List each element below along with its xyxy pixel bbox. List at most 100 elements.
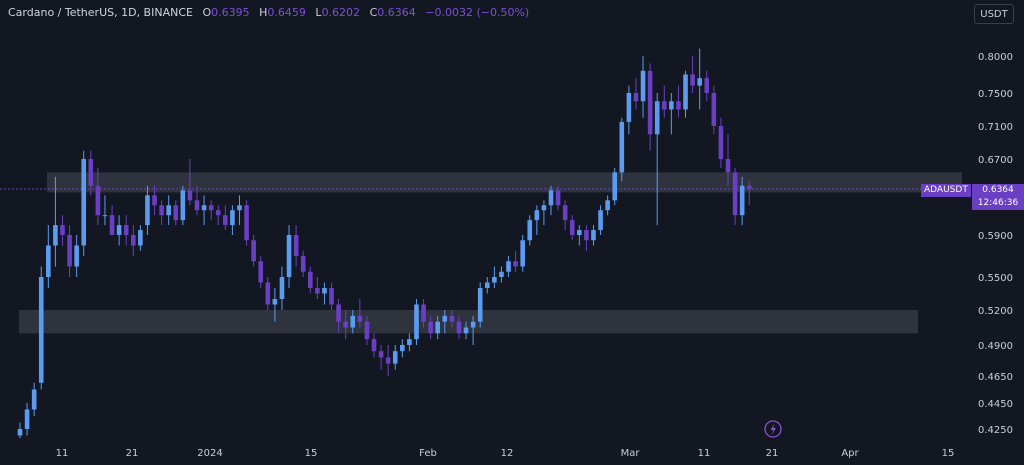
candle-body [251, 240, 256, 262]
candle [534, 205, 540, 235]
candle-body [612, 172, 618, 201]
candle-body [116, 225, 122, 235]
candle [442, 310, 448, 334]
candle-body [300, 256, 306, 272]
candle [173, 200, 179, 226]
x-tick-label: Mar [621, 448, 641, 459]
candle-body [676, 101, 681, 110]
candle-body [633, 93, 639, 102]
candle-body [201, 205, 207, 211]
candle [392, 345, 398, 370]
candle [215, 205, 221, 226]
candle [152, 185, 157, 216]
candle-body [626, 93, 632, 122]
y-tick-label: 0.4250 [978, 425, 1013, 436]
candle [697, 48, 702, 110]
candle-body [53, 225, 58, 246]
candle-body [711, 93, 717, 126]
candle-body [470, 321, 476, 328]
candle-body [265, 282, 271, 305]
candle [38, 266, 44, 390]
price-zones [19, 172, 962, 334]
candle [17, 422, 23, 439]
candle-body [697, 78, 702, 86]
candle-body [739, 185, 745, 216]
low-label: L [315, 6, 322, 19]
candle-body [123, 225, 129, 235]
candle [605, 195, 610, 216]
candle [435, 315, 441, 340]
candle-body [244, 205, 249, 241]
candle-body [307, 271, 313, 288]
candle [633, 78, 639, 110]
bar-countdown: 12:46:36 [977, 198, 1019, 208]
x-tick-label: 11 [56, 448, 69, 459]
candle-body [322, 288, 327, 294]
lightning-icon[interactable] [764, 420, 782, 438]
candle [272, 288, 278, 322]
candle-body [272, 299, 278, 305]
candle [584, 225, 589, 251]
y-tick-label: 0.5200 [978, 306, 1013, 317]
candle [322, 282, 327, 305]
candle [378, 345, 384, 370]
candle-body [31, 389, 37, 410]
candle-body [577, 230, 582, 235]
candle [60, 215, 65, 246]
candle-body [428, 321, 433, 334]
candle [484, 277, 490, 294]
high-label: H [259, 6, 268, 19]
candle-body [718, 126, 724, 159]
candles [17, 48, 752, 439]
candle [477, 282, 483, 328]
candle [683, 70, 688, 118]
candle-body [67, 235, 72, 267]
candle-body [683, 74, 688, 110]
candle [102, 195, 108, 226]
y-tick-label: 0.7500 [978, 89, 1013, 100]
candle [732, 167, 738, 226]
candle [223, 205, 228, 231]
candle-body [407, 339, 412, 345]
candle-body [60, 225, 65, 235]
candle [201, 195, 207, 226]
candle-body [364, 321, 370, 340]
candle-body [513, 261, 518, 267]
candle-body [152, 195, 157, 206]
candle [145, 185, 150, 235]
candle-body [46, 245, 51, 277]
candle [230, 205, 235, 235]
candle [74, 235, 79, 277]
candle [449, 310, 455, 328]
candle [237, 195, 242, 226]
candle-body [654, 101, 660, 135]
candle-body [95, 185, 101, 216]
x-tick-label: 21 [126, 448, 139, 459]
x-tick-label: 2024 [197, 448, 222, 459]
change-value: −0.0032 (−0.50%) [425, 6, 530, 19]
candle [513, 250, 518, 272]
candle-body [421, 304, 426, 322]
candle-body [442, 315, 448, 322]
candle [463, 321, 469, 340]
candle [669, 93, 674, 135]
candle-body [690, 74, 695, 86]
currency-unit-button[interactable]: USDT [974, 4, 1014, 24]
candle-body [194, 200, 200, 211]
y-tick-label: 0.6700 [978, 155, 1013, 166]
candle [279, 266, 285, 310]
candle [364, 315, 370, 345]
candle [116, 215, 122, 246]
candle [138, 225, 143, 251]
candle [739, 176, 745, 226]
candle [357, 299, 363, 328]
candle [541, 200, 547, 226]
candle-body [130, 235, 136, 246]
candle-body [187, 190, 193, 201]
candle [718, 117, 724, 168]
candle-body [669, 101, 674, 110]
candle [31, 382, 37, 416]
candle [612, 167, 618, 206]
candle [53, 176, 58, 267]
candle-body [591, 230, 596, 241]
